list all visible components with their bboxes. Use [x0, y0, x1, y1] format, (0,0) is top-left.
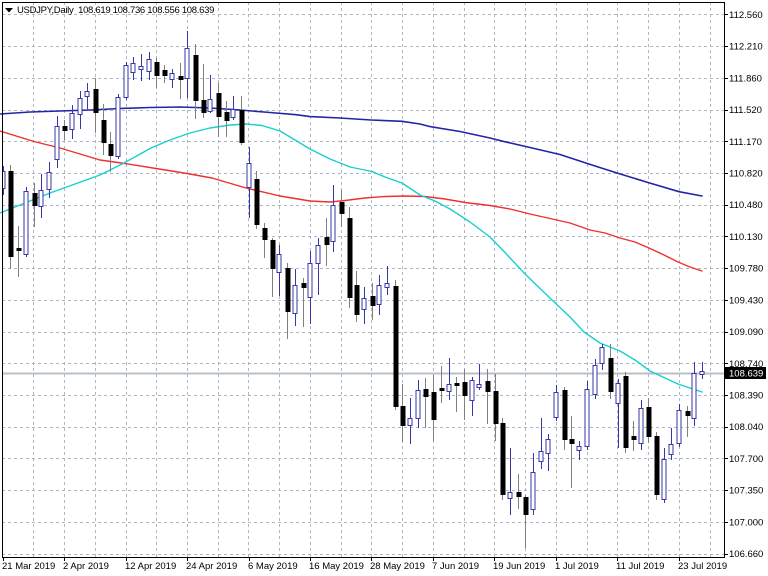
svg-text:112.560: 112.560	[729, 10, 763, 21]
svg-text:111.520: 111.520	[729, 105, 762, 116]
svg-text:107.000: 107.000	[729, 517, 763, 528]
svg-text:16 May 2019: 16 May 2019	[309, 561, 364, 572]
svg-text:109.430: 109.430	[729, 295, 763, 306]
svg-text:110.130: 110.130	[729, 232, 763, 243]
svg-text:106.660: 106.660	[729, 549, 763, 560]
svg-text:21 Mar 2019: 21 Mar 2019	[2, 561, 55, 572]
svg-text:7 Jun 2019: 7 Jun 2019	[432, 561, 479, 572]
svg-text:109.090: 109.090	[729, 327, 763, 338]
svg-text:107.700: 107.700	[729, 454, 763, 465]
svg-text:6 May 2019: 6 May 2019	[248, 561, 298, 572]
svg-text:11 Jul 2019: 11 Jul 2019	[616, 561, 664, 572]
svg-text:110.480: 110.480	[729, 200, 763, 211]
svg-text:110.820: 110.820	[729, 169, 763, 180]
svg-text:107.350: 107.350	[729, 486, 763, 497]
svg-text:111.170: 111.170	[729, 137, 762, 148]
svg-text:28 May 2019: 28 May 2019	[370, 561, 425, 572]
svg-text:1 Jul 2019: 1 Jul 2019	[555, 561, 599, 572]
svg-text:108.639: 108.639	[729, 369, 763, 380]
svg-text:108.390: 108.390	[729, 391, 763, 402]
svg-text:19 Jun 2019: 19 Jun 2019	[493, 561, 545, 572]
svg-text:108.740: 108.740	[729, 359, 763, 370]
svg-text:23 Jul 2019: 23 Jul 2019	[678, 561, 727, 572]
svg-text:12 Apr 2019: 12 Apr 2019	[125, 561, 176, 572]
svg-text:24 Apr 2019: 24 Apr 2019	[186, 561, 237, 572]
svg-text:108.040: 108.040	[729, 422, 763, 433]
svg-text:109.780: 109.780	[729, 264, 763, 275]
svg-text:2 Apr 2019: 2 Apr 2019	[63, 561, 109, 572]
svg-text:USDJPY,Daily 108.619 108.736: USDJPY,Daily 108.619 108.736 108.556 108…	[17, 5, 214, 16]
svg-text:112.210: 112.210	[729, 42, 763, 53]
svg-text:111.860: 111.860	[729, 73, 762, 84]
